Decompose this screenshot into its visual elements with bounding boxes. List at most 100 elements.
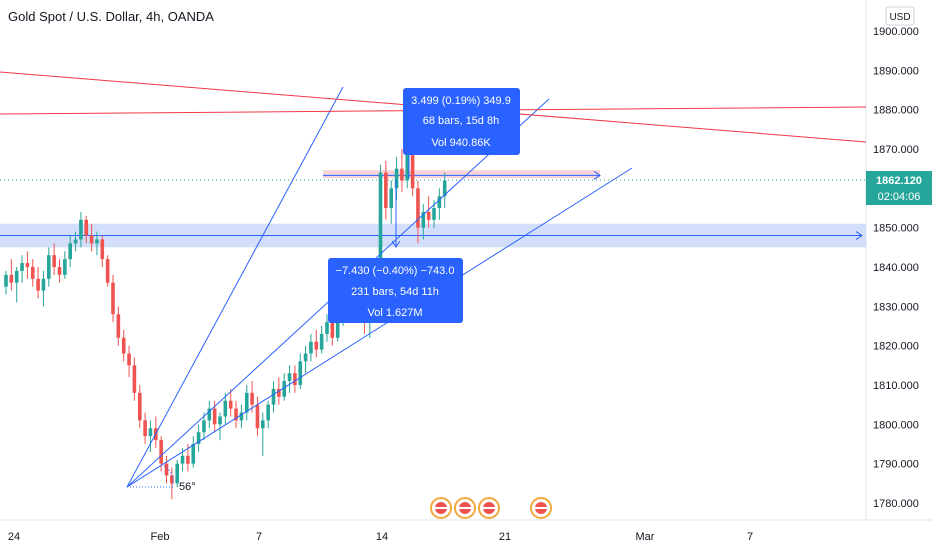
us-flag-stripe <box>459 507 471 509</box>
candle-body <box>20 263 24 271</box>
measure-down-box <box>328 258 463 323</box>
y-tick-label: 1780.000 <box>873 498 919 510</box>
y-tick-label: 1880.000 <box>873 105 919 117</box>
y-tick-label: 1900.000 <box>873 26 919 38</box>
candle-body <box>4 274 8 287</box>
candle-body <box>164 463 169 476</box>
measure-down-arrow <box>391 240 401 248</box>
candle-body <box>378 172 383 267</box>
candle-body <box>105 259 110 283</box>
resistance-zone <box>323 170 600 179</box>
chart-title: Gold Spot / U.S. Dollar, 4h, OANDA <box>8 9 214 24</box>
candle-body <box>52 255 56 267</box>
candle-body <box>207 408 212 421</box>
candle-body <box>255 404 260 429</box>
candle-body <box>250 392 254 405</box>
x-tick-label: 21 <box>499 531 511 543</box>
price-label-box <box>866 170 932 205</box>
candle-body <box>394 168 399 189</box>
candle-body <box>287 373 292 382</box>
candle-body <box>143 420 147 437</box>
x-tick-label: 7 <box>256 531 262 543</box>
candle-body <box>277 388 281 397</box>
candle-body <box>282 381 286 397</box>
candle-body <box>132 365 137 393</box>
measure-down-bars: 231 bars, 54d 11h <box>351 286 439 298</box>
y-tick-label: 1790.000 <box>873 459 919 471</box>
candle-body <box>196 432 201 444</box>
candle-body <box>127 353 131 366</box>
candle-body <box>437 196 442 208</box>
y-tick-label: 1850.000 <box>873 223 919 235</box>
candle-body <box>319 333 324 350</box>
currency-label: USD <box>889 12 910 23</box>
y-tick-label: 1840.000 <box>873 262 919 274</box>
candle-body <box>202 420 206 433</box>
candle-body <box>63 259 67 275</box>
candle-body <box>218 416 222 425</box>
candle-body <box>335 314 340 338</box>
candle-body <box>79 219 83 240</box>
trend-line <box>126 167 633 488</box>
candle-body <box>9 274 14 283</box>
candle-body <box>84 219 89 236</box>
measure-up-box <box>403 88 520 155</box>
measure-down-change: −7.430 (−0.40%) −743.0 <box>336 265 455 277</box>
candle-body <box>121 337 126 354</box>
candle-body <box>100 239 105 260</box>
candle-body <box>180 455 185 464</box>
candle-body <box>298 361 303 385</box>
candle-body <box>400 168 404 181</box>
angle-arc <box>163 465 174 488</box>
candle-body <box>314 341 319 350</box>
candle-body <box>89 235 94 244</box>
candle-body <box>271 388 276 405</box>
x-tick-label: 7 <box>747 531 753 543</box>
y-tick-label: 1810.000 <box>873 380 919 392</box>
candle-body <box>148 428 153 437</box>
candle-body <box>261 420 265 429</box>
candle-body <box>293 373 297 385</box>
price-label-countdown: 02:04:06 <box>878 191 921 203</box>
candle-body <box>421 211 426 228</box>
measure-up-change: 3.499 (0.19%) 349.9 <box>411 95 511 107</box>
candle-body <box>389 188 393 208</box>
candle-body <box>25 263 30 267</box>
candle-body <box>223 400 228 417</box>
us-flag-stripe <box>435 507 447 509</box>
candle-body <box>442 180 447 197</box>
y-tick-label: 1870.000 <box>873 144 919 156</box>
candle-body <box>212 408 217 425</box>
candle-body <box>432 208 436 220</box>
candle-body <box>170 475 174 484</box>
currency-button <box>885 6 915 26</box>
candle-body <box>416 188 420 228</box>
y-tick-label: 1820.000 <box>873 341 919 353</box>
candle-body <box>228 400 233 409</box>
candle-body <box>175 463 179 484</box>
candle-body <box>186 455 190 464</box>
candle-body <box>137 392 142 421</box>
candle-body <box>47 255 51 279</box>
candle-body <box>309 341 313 354</box>
candle-body <box>426 211 431 220</box>
measure-down-volume: Vol 1.627M <box>367 307 422 319</box>
candle-body <box>68 243 72 260</box>
x-tick-label: Feb <box>151 531 170 543</box>
candle-body <box>159 440 163 464</box>
candle-body <box>330 322 335 338</box>
y-tick-label: 1800.000 <box>873 419 919 431</box>
candle-body <box>116 314 121 338</box>
candle-body <box>191 444 196 464</box>
candle-body <box>111 282 115 315</box>
us-flag-stripe <box>535 507 547 509</box>
candle-body <box>73 239 78 244</box>
candle-body <box>325 322 329 334</box>
candle-body <box>234 408 238 421</box>
y-tick-label: 1890.000 <box>873 65 919 77</box>
y-tick-label: 1830.000 <box>873 301 919 313</box>
trend-line <box>126 86 344 488</box>
candle-body <box>41 278 46 291</box>
price-label-value: 1862.120 <box>876 175 922 187</box>
